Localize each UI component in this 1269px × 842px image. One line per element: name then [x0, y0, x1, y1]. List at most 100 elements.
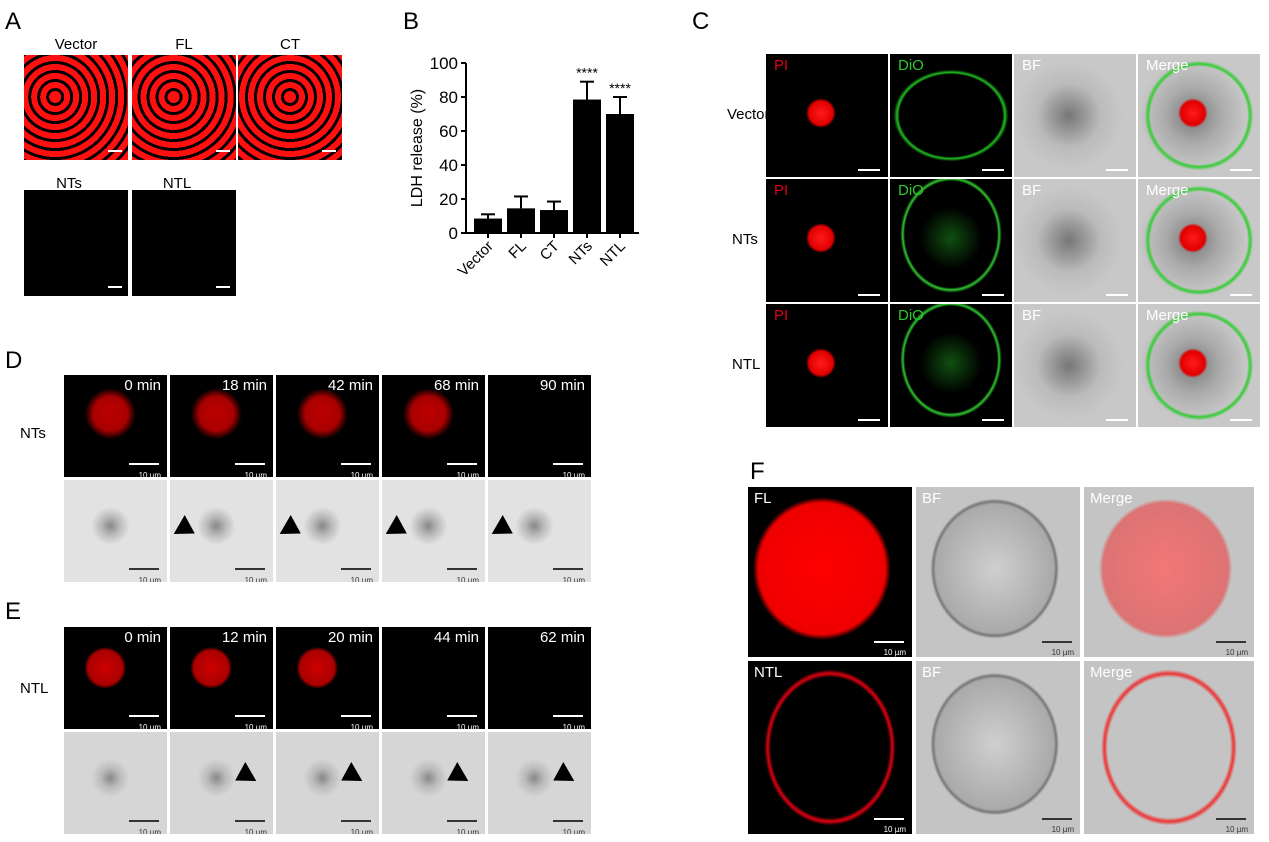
time-lapse-brightfield-image: 10 µm: [276, 732, 379, 834]
panel-a-label: NTs: [56, 175, 82, 192]
scale-bar: [341, 568, 371, 570]
bar: [606, 114, 634, 233]
channel-label: BF: [922, 490, 942, 507]
scale-bar-label: 10 µm: [350, 828, 373, 834]
timestamp: 20 min: [327, 629, 373, 646]
channel-label: BF: [1022, 307, 1042, 324]
scale-bar-label: 10 µm: [350, 471, 373, 477]
panel-label-d: D: [5, 347, 23, 374]
panel-c-image-dio: DiO: [890, 179, 1012, 302]
bar: [573, 99, 601, 233]
panel-label-a: A: [5, 8, 22, 35]
time-lapse-brightfield-image: 10 µm: [64, 732, 167, 834]
channel-label: Merge: [1146, 307, 1189, 324]
y-tick-label: 100: [430, 54, 458, 73]
panel-c-image-pi: PI: [766, 179, 888, 302]
panel-c-image-merge: Merge: [1138, 304, 1260, 427]
panel-label-f: F: [750, 458, 765, 485]
scale-bar: [129, 463, 159, 465]
channel-label: PI: [774, 182, 789, 199]
scale-bar-label: 10 µm: [883, 825, 906, 834]
time-lapse-fluorescence-image: 0 min 10 µm: [64, 375, 167, 477]
arrowhead-icon: [173, 514, 201, 544]
scale-bar-label: 10 µm: [138, 828, 161, 834]
time-lapse-fluorescence-image: 42 min 10 µm: [276, 375, 379, 477]
channel-label: BF: [1022, 57, 1042, 74]
scale-bar: [1106, 169, 1128, 171]
timestamp: 62 min: [539, 629, 585, 646]
channel-label: Merge: [1146, 182, 1189, 199]
channel-label: Merge: [1090, 664, 1133, 681]
scale-bar: [982, 419, 1004, 421]
row-label: FL: [754, 490, 772, 507]
y-axis-label: LDH release (%): [409, 89, 426, 207]
scale-bar: [1106, 419, 1128, 421]
y-tick-label: 40: [439, 156, 458, 175]
panel-f-image: FL 10 µm: [748, 487, 912, 657]
time-lapse-fluorescence-image: 20 min 10 µm: [276, 627, 379, 729]
scale-bar-label: 10 µm: [883, 648, 906, 657]
red-fluorescence-image: [132, 55, 236, 160]
scale-bar: [341, 715, 371, 717]
scale-bar-label: 10 µm: [138, 723, 161, 729]
scale-bar-label: 10 µm: [138, 576, 161, 582]
scale-bar: [129, 568, 159, 570]
scale-bar-label: 10 µm: [456, 723, 479, 729]
scale-bar-label: 10 µm: [1225, 648, 1248, 657]
channel-label: Merge: [1090, 490, 1133, 507]
panel-c-image-merge: Merge: [1138, 179, 1260, 302]
panel-c-row-label: NTL: [732, 356, 761, 373]
scale-bar: [341, 820, 371, 822]
bar: [507, 208, 535, 233]
scale-bar: [235, 568, 265, 570]
scale-bar: [447, 463, 477, 465]
scale-bar: [129, 820, 159, 822]
bar: [474, 218, 502, 233]
panel-a-label: CT: [280, 36, 300, 53]
red-fluorescence-image: [132, 190, 236, 296]
panel-f-image: Merge 10 µm: [1084, 661, 1254, 834]
significance-label: ****: [576, 65, 598, 81]
time-lapse-brightfield-image: 10 µm: [488, 480, 591, 582]
scale-bar: [216, 286, 230, 288]
time-lapse-brightfield-image: 10 µm: [170, 732, 273, 834]
channel-label: DiO: [898, 307, 924, 324]
panel-c-image-merge: Merge: [1138, 54, 1260, 177]
arrowhead-icon: [335, 761, 363, 791]
panel-c-image-dio: DiO: [890, 304, 1012, 427]
scale-bar: [1042, 641, 1072, 643]
channel-label: PI: [774, 307, 789, 324]
channel-label: DiO: [898, 57, 924, 74]
scale-bar-label: 10 µm: [350, 576, 373, 582]
row-label: NTL: [754, 664, 783, 681]
scale-bar: [858, 419, 880, 421]
arrowhead-icon: [279, 514, 307, 544]
panel-a-label: Vector: [54, 36, 98, 53]
x-tick-label: FL: [505, 238, 529, 262]
scale-bar: [874, 818, 904, 820]
panel-c-image-bf: BF: [1014, 304, 1136, 427]
y-tick-label: 0: [449, 224, 458, 243]
time-lapse-fluorescence-image: 12 min 10 µm: [170, 627, 273, 729]
scale-bar: [216, 150, 230, 152]
time-lapse-brightfield-image: 10 µm: [170, 480, 273, 582]
panel-c-image-pi: PI: [766, 54, 888, 177]
x-tick-label: NTs: [566, 238, 596, 268]
arrowhead-icon: [229, 761, 257, 791]
panel-f-image: Merge 10 µm: [1084, 487, 1254, 657]
scale-bar: [108, 286, 122, 288]
x-tick-label: NTL: [597, 238, 629, 270]
scale-bar-label: 10 µm: [562, 828, 585, 834]
time-lapse-brightfield-image: 10 µm: [64, 480, 167, 582]
scale-bar: [553, 820, 583, 822]
scale-bar-label: 10 µm: [244, 471, 267, 477]
arrowhead-icon: [441, 761, 469, 791]
panel-f-image: NTL 10 µm: [748, 661, 912, 834]
panel-label-b: B: [403, 8, 420, 35]
scale-bar-label: 10 µm: [1051, 825, 1074, 834]
scale-bar-label: 10 µm: [1225, 825, 1248, 834]
scale-bar-label: 10 µm: [244, 828, 267, 834]
scale-bar: [982, 294, 1004, 296]
